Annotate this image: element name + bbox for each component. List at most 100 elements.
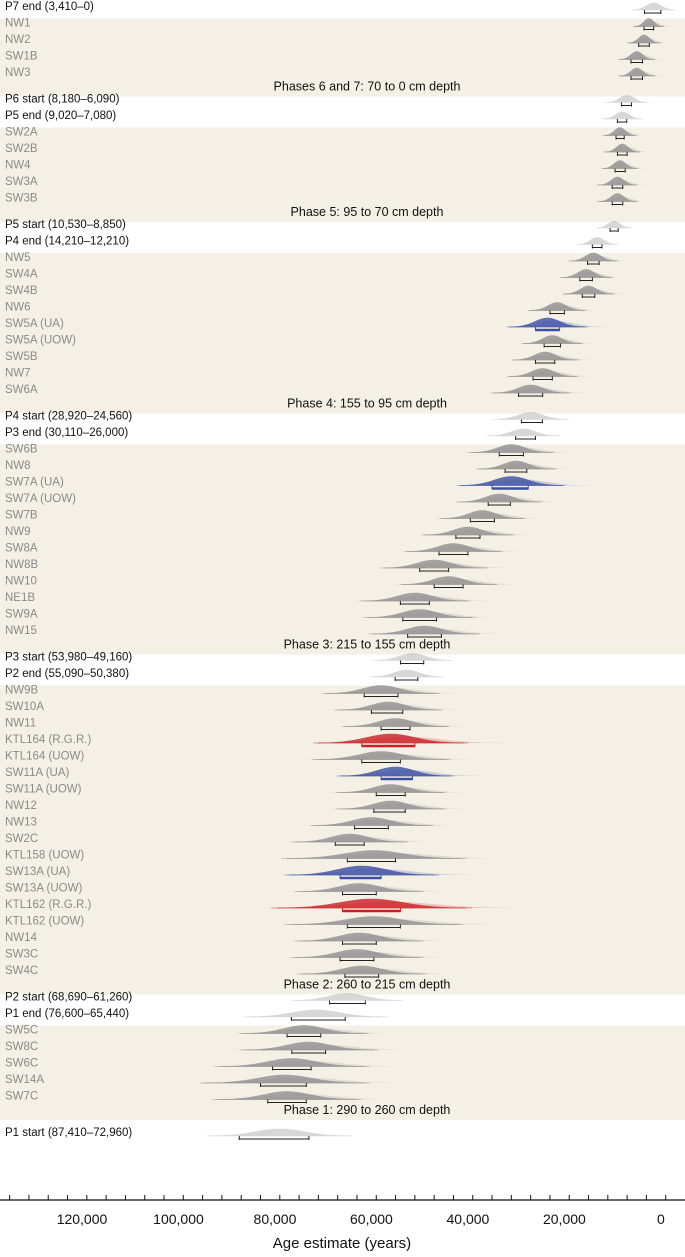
posterior-distribution [509, 317, 586, 328]
posterior-distribution [338, 800, 444, 810]
posterior-distribution [286, 850, 461, 859]
phase-label: Phase 4: 155 to 95 cm depth [287, 397, 447, 411]
boundary-label: P1 end (76,600–65,440) [5, 1008, 129, 1020]
sample-label: SW5A (UA) [5, 318, 64, 330]
posterior-distribution [619, 51, 655, 60]
boundary-distribution [605, 95, 650, 103]
posterior-distribution [338, 784, 444, 793]
posterior-distribution [243, 1041, 375, 1051]
boundary-distribution [207, 1128, 353, 1137]
sample-label: SW5C [5, 1025, 38, 1037]
x-tick-label: 80,000 [254, 1211, 297, 1227]
boundary-distribution [368, 669, 445, 678]
sample-label: NW7 [5, 368, 31, 380]
sample-label: SW2A [5, 127, 38, 139]
posterior-distribution [569, 252, 617, 262]
phase-label: Phase 3: 215 to 155 cm depth [284, 638, 451, 652]
posterior-distribution [529, 302, 585, 311]
sample-label: SW1B [5, 51, 38, 63]
posterior-distribution [294, 949, 420, 958]
boundary-distribution [492, 412, 569, 420]
posterior-distribution [492, 384, 569, 394]
posterior-distribution [372, 625, 477, 635]
posterior-distribution [523, 335, 582, 344]
sample-label: SW7C [5, 1091, 38, 1103]
sample-label: SW13A (UA) [5, 866, 70, 878]
boundary-distribution [486, 428, 560, 437]
boundary-distribution [601, 111, 643, 120]
phase-band [0, 18, 685, 97]
posterior-distribution [325, 685, 437, 694]
posterior-distribution [458, 493, 541, 503]
posterior-distribution [315, 751, 447, 760]
posterior-distribution [513, 351, 578, 361]
sample-label: SW6C [5, 1058, 38, 1070]
sample-label: SW7A (UA) [5, 477, 64, 489]
boundary-distribution [373, 653, 452, 661]
x-tick-label: 20,000 [543, 1211, 586, 1227]
sample-label: NW14 [5, 932, 38, 944]
sample-label: SW10A [5, 701, 44, 713]
boundary-distribution [596, 220, 632, 229]
posterior-distribution [602, 160, 638, 169]
boundary-label: P2 start (68,690–61,260) [5, 992, 132, 1004]
sample-label: NW15 [5, 625, 37, 637]
sample-label: KTL162 (UOW) [5, 916, 84, 928]
sample-label: NW9 [5, 526, 31, 538]
posterior-distribution [344, 718, 447, 727]
phase-label: Phases 6 and 7: 70 to 0 cm depth [274, 80, 461, 94]
sample-label: NW13 [5, 817, 37, 829]
boundary-label: P6 start (8,180–6,090) [5, 94, 120, 106]
posterior-distribution [383, 559, 486, 569]
phase-label: Phase 1: 290 to 260 cm depth [284, 1103, 451, 1117]
posterior-distribution [561, 269, 611, 278]
sample-label: NW12 [5, 800, 37, 812]
x-tick-label: 60,000 [350, 1211, 393, 1227]
posterior-distribution [470, 444, 553, 453]
posterior-distribution [603, 127, 637, 136]
posterior-distribution [509, 368, 577, 377]
sample-label: KTL164 (R.G.R.) [5, 734, 91, 746]
sample-label: KTL162 (R.G.R.) [5, 899, 91, 911]
posterior-distribution [406, 543, 501, 552]
posterior-distribution [289, 865, 435, 876]
sample-label: NW4 [5, 160, 31, 172]
sample-label: NE1B [5, 592, 35, 604]
x-axis-label: Age estimate (years) [273, 1235, 411, 1252]
sample-label: NW8B [5, 559, 39, 571]
boundary-label: P3 end (30,110–26,000) [5, 427, 128, 439]
x-tick-label: 0 [657, 1211, 665, 1227]
posterior-distribution [340, 766, 451, 777]
sample-label: SW4A [5, 269, 38, 281]
sample-label: NW1 [5, 18, 31, 30]
sample-label: NW10 [5, 576, 37, 588]
posterior-distribution [289, 916, 459, 925]
phase-band [0, 127, 685, 222]
posterior-distribution [217, 1091, 357, 1100]
sample-label: NW2 [5, 34, 31, 46]
sample-label: NW11 [5, 718, 36, 730]
posterior-distribution [294, 833, 405, 843]
boundary-label: P3 start (53,980–49,160) [5, 652, 132, 664]
boundary-distribution [631, 2, 676, 11]
boundary-label: P4 end (14,210–12,210) [5, 236, 129, 248]
sample-label: KTL158 (UOW) [5, 850, 84, 862]
posterior-distribution [478, 460, 555, 470]
posterior-distribution [598, 176, 637, 186]
posterior-distribution [204, 1074, 365, 1084]
x-tick-label: 100,000 [153, 1211, 204, 1227]
posterior-distribution [460, 476, 563, 486]
sample-label: SW11A (UA) [5, 767, 69, 779]
sample-label: SW11A (UOW) [5, 784, 82, 796]
boundary-distribution [292, 993, 403, 1001]
sample-label: SW5B [5, 351, 38, 363]
posterior-distribution [298, 932, 421, 942]
boundary-label: P7 end (3,410–0) [5, 1, 94, 13]
posterior-distribution [337, 701, 440, 711]
posterior-distribution [441, 510, 524, 519]
sample-label: SW5A (UOW) [5, 335, 76, 347]
sample-label: NW8 [5, 460, 31, 472]
posterior-distribution [300, 965, 423, 975]
